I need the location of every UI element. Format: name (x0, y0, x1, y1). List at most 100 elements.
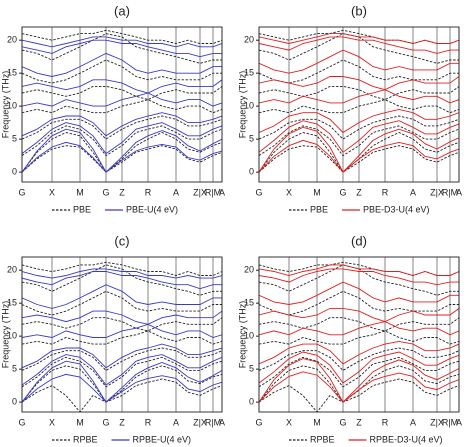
x-tick-label: R (145, 187, 152, 197)
x-tick-label: Z (356, 417, 362, 427)
band-line (259, 99, 459, 114)
x-tick-label: A (173, 417, 179, 427)
band-line (22, 29, 222, 44)
y-axis-label: Frequency (THz) (0, 301, 10, 369)
x-tick-label: R|M (442, 187, 458, 197)
band-line (22, 92, 222, 107)
band-line (22, 264, 222, 296)
x-tick-label: A (410, 417, 416, 427)
plot-frame (258, 256, 460, 413)
band-line (259, 33, 459, 44)
band-line (22, 330, 222, 345)
legend-label: PBE-U(4 eV) (126, 204, 178, 214)
x-tick-label: A (410, 187, 416, 197)
x-tick-label: A (173, 187, 179, 197)
band-line (22, 373, 222, 403)
x-tick-label: G (18, 187, 25, 197)
plot-frame (21, 256, 223, 413)
band-line (22, 284, 222, 309)
band-line (22, 378, 222, 412)
x-tick-label: X (49, 417, 55, 427)
plot-frame (258, 26, 460, 183)
band-line (22, 132, 222, 173)
band-line (259, 125, 459, 157)
band-line (259, 378, 459, 412)
band-line (259, 356, 459, 388)
band-line (22, 356, 222, 388)
x-tick-label: G (255, 187, 262, 197)
band-line (22, 79, 222, 94)
band-line (259, 49, 459, 74)
band-line (22, 268, 222, 279)
x-tick-label: A (219, 417, 225, 427)
legend-label: RPBE-D3-U(4 eV) (370, 434, 443, 444)
band-line (22, 33, 222, 64)
x-tick-label: G (255, 417, 262, 427)
x-tick-label: M (76, 187, 84, 197)
y-tick-label: 15 (7, 298, 17, 308)
y-tick-label: 15 (244, 298, 254, 308)
legend-label: PBE-D3-U(4 eV) (363, 204, 430, 214)
panel-title: (d) (351, 233, 367, 248)
band-line (259, 371, 459, 403)
band-line (22, 99, 222, 114)
x-tick-label: R|M (205, 417, 221, 427)
band-line (22, 36, 222, 48)
band-line (259, 89, 459, 104)
x-tick-label: Z|X (430, 417, 444, 427)
x-tick-label: Z|X (193, 417, 207, 427)
y-axis-label: Frequency (THz) (237, 301, 247, 369)
x-tick-label: G (339, 187, 346, 197)
band-line (22, 271, 222, 290)
x-tick-label: Z|X (193, 187, 207, 197)
y-tick-label: 0 (249, 396, 254, 406)
band-line (22, 145, 222, 173)
band-line (259, 76, 459, 91)
band-line (22, 115, 222, 140)
x-tick-label: R|M (205, 187, 221, 197)
band-line (259, 307, 459, 323)
band-line (259, 290, 459, 316)
y-tick-label: 10 (244, 101, 254, 111)
band-line (259, 330, 459, 345)
band-line (259, 264, 459, 296)
band-line (259, 281, 459, 305)
band-line (22, 317, 222, 332)
y-tick-label: 20 (244, 265, 254, 275)
y-tick-label: 15 (244, 68, 254, 78)
band-line (259, 85, 459, 101)
x-tick-label: G (102, 187, 109, 197)
band-line (22, 360, 222, 403)
panel-title: (a) (114, 3, 130, 18)
x-tick-label: A (219, 187, 225, 197)
y-tick-label: 20 (244, 35, 254, 45)
x-tick-label: X (286, 417, 292, 427)
band-line (259, 139, 459, 173)
y-tick-label: 10 (7, 331, 17, 341)
band-line (259, 340, 459, 365)
band-line (259, 132, 459, 173)
y-tick-label: 0 (12, 166, 17, 176)
x-tick-label: X (49, 187, 55, 197)
band-line (259, 347, 459, 371)
x-tick-label: A (456, 187, 462, 197)
y-tick-label: 15 (7, 68, 17, 78)
y-tick-label: 5 (249, 134, 254, 144)
band-line (22, 347, 222, 371)
band-line (259, 321, 459, 336)
band-line (22, 125, 222, 157)
x-tick-label: G (339, 417, 346, 427)
panel-title: (c) (114, 233, 129, 248)
band-line (259, 120, 459, 153)
x-tick-label: Z (119, 187, 125, 197)
band-line (22, 354, 222, 386)
band-line (259, 108, 459, 134)
band-line (22, 290, 222, 316)
x-tick-label: Z (356, 187, 362, 197)
x-tick-label: R (145, 417, 152, 427)
band-line (22, 59, 222, 84)
legend-label: RPBE (310, 434, 335, 444)
band-line (259, 145, 459, 173)
x-tick-label: R (382, 187, 389, 197)
